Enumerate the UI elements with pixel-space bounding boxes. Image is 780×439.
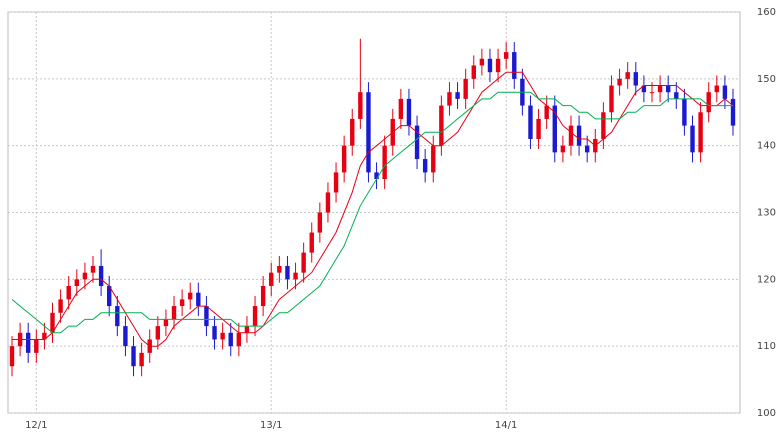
candle-body [601, 112, 606, 139]
candle-body [447, 92, 452, 106]
candle-body [107, 286, 112, 307]
candle-body [487, 58, 493, 73]
candle-body [714, 85, 719, 93]
candle-body [657, 85, 663, 93]
candle-body [277, 265, 282, 273]
candle-body [9, 346, 15, 367]
candle-body [422, 159, 428, 173]
candle-body [236, 332, 242, 347]
candle-body [649, 92, 655, 94]
candle-body [74, 279, 80, 287]
candle-body [495, 58, 501, 73]
candle-body [204, 306, 209, 327]
candle-body [228, 332, 233, 347]
candle-body [722, 85, 728, 99]
candle-body [609, 85, 614, 113]
candle-body [463, 78, 468, 99]
candle-body [398, 98, 404, 119]
candle-body [34, 339, 39, 353]
candle-body [115, 306, 120, 327]
candle-body [730, 98, 736, 126]
moving-average-line [11, 91, 733, 334]
candle-body [252, 306, 258, 327]
candle-body [163, 319, 169, 327]
candle-body [560, 145, 566, 153]
candle-body [584, 145, 590, 153]
candle-body [503, 52, 509, 59]
candle-body [479, 58, 485, 66]
candle-body [625, 72, 630, 79]
candle-body [536, 118, 541, 139]
candle-body [374, 172, 379, 180]
candle-body [26, 332, 31, 353]
candle-body [171, 306, 177, 320]
y-tick-label: 110 [757, 341, 776, 352]
candle-body [455, 92, 460, 99]
candle-body [617, 78, 622, 86]
y-tick-label: 150 [757, 74, 776, 85]
candle-body [131, 346, 136, 367]
candle-body [431, 145, 436, 173]
candle-body [682, 98, 687, 126]
y-tick-label: 140 [757, 141, 776, 152]
candle-body [690, 125, 695, 153]
candle-body [414, 125, 420, 160]
moving-average-line [12, 71, 734, 347]
candle-body [90, 265, 96, 273]
candle-body [179, 299, 185, 307]
candle-body [341, 145, 347, 173]
y-tick-label: 100 [757, 408, 776, 419]
candle-body [50, 312, 55, 333]
candle-body [301, 252, 306, 273]
candle-body [471, 65, 476, 79]
candle-body [665, 85, 671, 93]
candle-body [212, 326, 217, 340]
candle-body [358, 92, 363, 119]
candle-body [406, 98, 412, 126]
candle-body [285, 265, 290, 280]
candle-body [633, 72, 638, 86]
candle-body [42, 332, 47, 340]
y-tick-label: 130 [757, 208, 776, 219]
candle-body [528, 105, 533, 139]
candle-body [82, 272, 88, 280]
candle-body [641, 85, 647, 93]
candle-body [220, 332, 225, 340]
candle-body [293, 272, 298, 280]
candle-body [155, 326, 161, 340]
x-tick-label: 12/1 [25, 420, 47, 431]
candle-body [317, 212, 323, 233]
candle-body [439, 105, 444, 146]
candle-body [698, 112, 703, 153]
candle-body [544, 105, 549, 119]
candle-body [66, 286, 71, 300]
candle-body [123, 326, 128, 347]
y-tick-label: 160 [757, 7, 776, 18]
x-tick-label: 14/1 [495, 420, 517, 431]
candle-body [139, 352, 144, 367]
candle-body [706, 92, 711, 113]
candle-body [382, 145, 387, 180]
candle-body [244, 326, 250, 333]
candle-body [674, 92, 679, 99]
candle-body [552, 105, 557, 153]
candle-body [576, 125, 582, 146]
candle-body [325, 192, 331, 213]
candle-body [188, 292, 193, 300]
candle-body [366, 92, 371, 173]
candle-body [196, 292, 201, 307]
candle-body [98, 265, 104, 287]
candle-body [568, 125, 574, 146]
candle-body [512, 52, 517, 79]
candle-body [333, 172, 339, 193]
candle-body [260, 286, 266, 307]
candle-body [58, 299, 63, 313]
candle-body [309, 232, 314, 253]
candle-body [269, 272, 274, 287]
y-tick-label: 120 [757, 274, 776, 285]
x-tick-label: 13/1 [260, 420, 282, 431]
candle-body [350, 118, 355, 146]
